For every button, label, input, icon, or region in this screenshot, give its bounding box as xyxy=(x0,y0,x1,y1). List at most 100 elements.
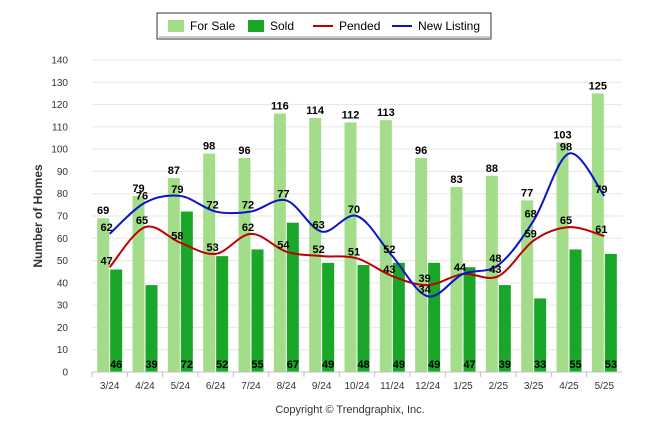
legend-shadow xyxy=(159,36,491,39)
x-tick-label: 1/25 xyxy=(453,381,473,392)
pended-label: 44 xyxy=(454,262,467,274)
x-tick-label: 2/25 xyxy=(489,381,509,392)
new-listing-label: 76 xyxy=(136,191,148,203)
y-tick-label: 120 xyxy=(51,100,68,111)
legend: For Sale Sold Pended New Listing xyxy=(156,12,492,40)
pended-label: 59 xyxy=(525,229,537,241)
bar-sold xyxy=(216,256,229,372)
y-axis-ticks: 0 10 20 30 40 50 60 70 80 90 100 110 120 130 140 xyxy=(51,56,68,379)
bar-label-for-sale: 114 xyxy=(306,105,325,117)
pended-label: 51 xyxy=(348,246,360,258)
new-listing-line xyxy=(108,152,606,298)
y-axis-title: Number of Homes xyxy=(31,164,45,268)
new-listing-label: 63 xyxy=(313,220,325,232)
bar-for-sale xyxy=(344,122,357,373)
x-tick-label: 3/24 xyxy=(100,381,120,392)
bar-label-sold: 49 xyxy=(322,359,334,371)
x-tick-label: 4/25 xyxy=(559,381,579,392)
bar-label-for-sale: 103 xyxy=(553,129,571,141)
new-listing-label: 52 xyxy=(383,244,395,256)
bar-sold xyxy=(498,285,511,372)
y-tick-label: 90 xyxy=(57,167,69,178)
y-tick-label: 130 xyxy=(51,78,68,89)
bar-for-sale xyxy=(379,120,392,373)
new-listing-label: 72 xyxy=(207,200,219,212)
pended-label: 65 xyxy=(560,215,572,227)
x-tick-label: 9/24 xyxy=(312,381,332,392)
x-tick-label: 5/24 xyxy=(171,381,191,392)
bar-sold xyxy=(145,285,158,372)
legend-label: For Sale xyxy=(190,19,236,33)
new-listing-label: 44 xyxy=(454,262,467,274)
bar-label-for-sale: 96 xyxy=(238,145,250,157)
y-tick-label: 140 xyxy=(51,56,68,67)
bar-label-for-sale: 69 xyxy=(97,205,109,217)
x-axis-ticks: 3/24 4/24 5/24 6/24 7/24 8/24 9/24 10/24 11/24 12… xyxy=(91,372,615,392)
pended-label: 52 xyxy=(313,244,325,256)
new-listing-label: 48 xyxy=(489,253,501,265)
bar-for-sale xyxy=(273,113,286,372)
pended-label: 62 xyxy=(242,222,254,234)
bar-label-sold: 67 xyxy=(287,359,299,371)
x-tick-label: 5/25 xyxy=(595,381,615,392)
bar-label-for-sale: 113 xyxy=(377,107,395,119)
x-tick-label: 6/24 xyxy=(206,381,226,392)
legend-label: Pended xyxy=(339,19,380,33)
bar-label-sold: 53 xyxy=(605,359,617,371)
new-listing-label: 79 xyxy=(171,184,183,196)
bar-label-sold: 39 xyxy=(145,359,157,371)
new-listing-label: 77 xyxy=(277,188,289,200)
new-listing-label: 62 xyxy=(101,222,113,234)
bar-label-sold: 47 xyxy=(463,359,475,371)
bar-label-for-sale: 125 xyxy=(589,80,607,92)
pended-label: 61 xyxy=(595,224,607,236)
bar-for-sale xyxy=(485,175,498,372)
bar-for-sale xyxy=(556,142,569,372)
bar-sold xyxy=(428,262,441,372)
bar-sold xyxy=(251,249,264,372)
y-tick-label: 30 xyxy=(57,301,69,312)
x-tick-label: 8/24 xyxy=(277,381,297,392)
pended-label: 43 xyxy=(489,264,501,276)
bar-for-sale xyxy=(521,200,534,372)
pended-label: 53 xyxy=(207,242,219,254)
copyright-footer: Copyright © Trendgraphix, Inc. xyxy=(275,404,424,416)
pended-label: 47 xyxy=(101,255,113,267)
bar-label-for-sale: 79 xyxy=(132,183,144,195)
pended-label: 65 xyxy=(136,215,148,227)
bar-for-sale xyxy=(238,158,251,372)
bar-label-sold: 46 xyxy=(110,359,122,371)
bar-for-sale xyxy=(415,158,428,372)
x-tick-label: 10/24 xyxy=(344,381,369,392)
new-listing-label: 72 xyxy=(242,200,254,212)
bar-sold xyxy=(604,253,617,372)
new-listing-label: 68 xyxy=(525,208,537,220)
bar-sold xyxy=(357,265,370,372)
bar-sold xyxy=(463,267,476,372)
bar-label-for-sale: 88 xyxy=(486,163,498,175)
grid-lines xyxy=(92,59,622,351)
y-tick-label: 0 xyxy=(62,368,68,379)
bar-label-sold: 55 xyxy=(251,359,263,371)
x-tick-label: 7/24 xyxy=(241,381,261,392)
y-tick-label: 100 xyxy=(51,145,68,156)
bar-label-sold: 48 xyxy=(357,359,369,371)
bar-label-for-sale: 83 xyxy=(450,174,462,186)
new-listing-label: 70 xyxy=(348,204,360,216)
pended-line xyxy=(108,225,605,287)
bar-sold xyxy=(392,262,405,372)
y-tick-label: 40 xyxy=(57,278,69,289)
legend-swatch-for-sale xyxy=(168,20,184,32)
y-tick-label: 110 xyxy=(52,122,68,133)
pended-label: 54 xyxy=(277,240,290,252)
x-tick-label: 11/24 xyxy=(380,381,405,392)
bar-label-sold: 49 xyxy=(393,359,405,371)
x-tick-label: 4/24 xyxy=(135,381,155,392)
bar-label-for-sale: 77 xyxy=(521,187,533,199)
bar-label-for-sale: 96 xyxy=(415,145,427,157)
bar-label-for-sale: 87 xyxy=(168,165,180,177)
bar-label-for-sale: 116 xyxy=(271,100,289,112)
lines xyxy=(108,152,606,298)
